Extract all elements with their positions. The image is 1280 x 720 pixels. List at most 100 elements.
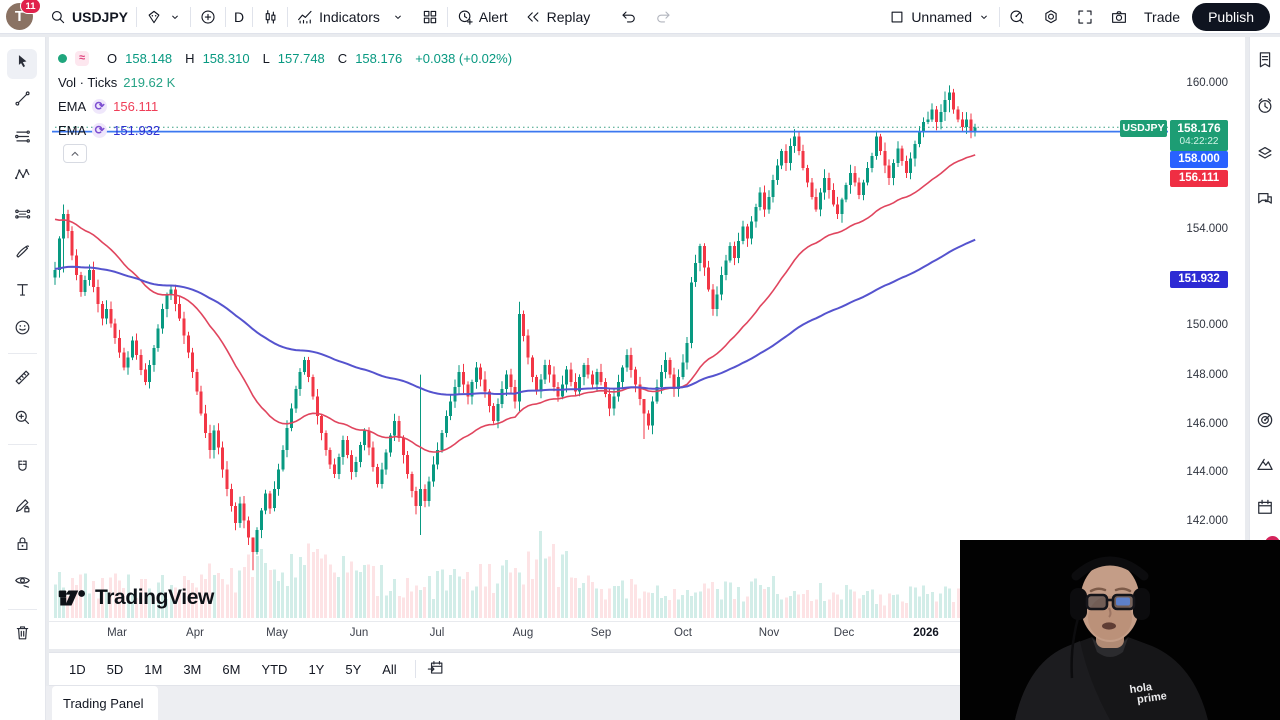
emoji-tool[interactable]	[7, 315, 37, 345]
redo-icon	[654, 8, 672, 26]
last-price: 158.176	[1177, 121, 1221, 135]
calendar-button[interactable]	[1253, 497, 1277, 521]
range-1d-button[interactable]: 1D	[69, 661, 86, 677]
draw-lock-tool[interactable]	[7, 493, 37, 523]
time-axis-label: Dec	[833, 627, 855, 639]
undo-button[interactable]	[612, 0, 646, 33]
hide-all-icon	[13, 571, 32, 595]
webcam-overlay: hola prime	[960, 540, 1280, 720]
chart-style-button[interactable]	[253, 0, 287, 33]
range-6m-button[interactable]: 6M	[222, 661, 241, 677]
magnet-tool[interactable]	[7, 455, 37, 485]
divider	[287, 6, 289, 27]
trend-line-tool[interactable]	[7, 86, 37, 116]
cursor-tool[interactable]	[7, 49, 37, 79]
remove-all-icon	[13, 623, 32, 647]
chevron-down-icon	[977, 10, 991, 24]
ema-value: 156.111	[113, 98, 159, 114]
divider	[999, 6, 1001, 27]
legend-collapse-button[interactable]	[63, 144, 87, 163]
candles-icon	[261, 8, 279, 26]
trading-panel-tab[interactable]: Trading Panel	[52, 686, 158, 720]
quick-search-button[interactable]	[1000, 0, 1034, 33]
interval-button[interactable]: D	[226, 0, 252, 33]
object-tree-icon	[1255, 143, 1275, 168]
range-ytd-button[interactable]: YTD	[261, 661, 288, 677]
price-axis-label: 150.000	[1186, 319, 1228, 331]
trading-panel-label: Trading Panel	[63, 695, 144, 711]
replay-button[interactable]: Replay	[516, 0, 599, 33]
time-axis-label: Jul	[429, 627, 445, 639]
hide-all-tool[interactable]	[7, 568, 37, 598]
layout-save-button[interactable]: Unnamed	[880, 0, 999, 33]
legend-ema-row-2[interactable]: EMA ⟳ 151.932	[58, 118, 519, 142]
symbol-search[interactable]: USDJPY	[41, 0, 136, 33]
high-label: H	[185, 50, 195, 66]
brush-tool[interactable]	[7, 239, 37, 269]
layout-name: Unnamed	[911, 8, 973, 25]
xabcd-pattern-tool[interactable]	[7, 162, 37, 192]
zoom-in-tool[interactable]	[7, 405, 37, 435]
avatar-initial: T	[14, 8, 25, 25]
watermark-text: TradingView	[95, 586, 214, 609]
symbol-search-input[interactable]: USDJPY	[72, 8, 129, 25]
redo-button[interactable]	[646, 0, 680, 33]
compare-button[interactable]	[191, 0, 225, 33]
legend-ema-row-1[interactable]: EMA ⟳ 156.111	[58, 94, 519, 118]
lock-all-tool[interactable]	[7, 531, 37, 561]
fullscreen-button[interactable]	[1068, 0, 1102, 33]
presenter-video: hola prime	[960, 540, 1280, 720]
xabcd-pattern-icon	[13, 165, 32, 189]
broker-selector[interactable]	[137, 0, 190, 33]
range-5y-button[interactable]: 5Y	[345, 661, 362, 677]
indicators-button[interactable]: Indicators	[288, 0, 413, 33]
brush-icon	[13, 242, 32, 266]
text-tool[interactable]	[7, 277, 37, 307]
screenshot-button[interactable]	[1102, 0, 1136, 33]
toolbar-divider	[8, 444, 37, 445]
range-all-button[interactable]: All	[382, 661, 397, 677]
range-1y-button[interactable]: 1Y	[308, 661, 325, 677]
tradingview-logo-icon	[58, 590, 85, 606]
chart-legend: ≈ O 158.148 H 158.310 L 157.748 C 158.176 +0…	[58, 46, 519, 142]
legend-symbol-row[interactable]: ≈ O 158.148 H 158.310 L 157.748 C 158.176 +0…	[58, 46, 519, 70]
user-avatar[interactable]: T 11	[6, 0, 41, 30]
object-tree-button[interactable]	[1253, 143, 1277, 167]
tradingview-watermark[interactable]: TradingView	[58, 585, 214, 611]
low-label: L	[262, 50, 270, 66]
fib-lines-tool[interactable]	[7, 124, 37, 154]
alerts-button[interactable]	[1253, 96, 1277, 120]
settings-button[interactable]	[1034, 0, 1068, 33]
watchlist-icon	[1255, 50, 1275, 75]
hotlist-target-button[interactable]	[1253, 410, 1277, 434]
remove-all-tool[interactable]	[7, 620, 37, 650]
range-1m-button[interactable]: 1M	[144, 661, 163, 677]
layout-grid-button[interactable]	[413, 0, 447, 33]
projection-tool[interactable]	[7, 202, 37, 232]
ruler-icon	[13, 368, 32, 392]
layout-square-icon	[888, 8, 906, 26]
chat-button[interactable]	[1253, 189, 1277, 213]
ema-label: EMA	[58, 122, 87, 138]
ruler-tool[interactable]	[7, 365, 37, 395]
goto-date-button[interactable]	[426, 658, 445, 680]
time-axis-label: May	[266, 627, 288, 639]
layout-grid-icon	[421, 8, 439, 26]
ideas-button[interactable]	[1253, 454, 1277, 478]
legend-volume-row[interactable]: Vol · Ticks 219.62 K	[58, 70, 519, 94]
alert-clock-icon	[456, 8, 474, 26]
cursor-icon	[13, 52, 32, 76]
ema-label: EMA	[58, 98, 87, 114]
low-value: 157.748	[277, 50, 325, 66]
trade-button[interactable]: Trade	[1136, 0, 1188, 33]
watchlist-button[interactable]	[1253, 50, 1277, 74]
zoom-in-icon	[13, 408, 32, 432]
publish-button[interactable]: Publish	[1192, 2, 1270, 31]
range-5d-button[interactable]: 5D	[106, 661, 124, 677]
range-3m-button[interactable]: 3M	[183, 661, 202, 677]
alert-button[interactable]: Alert	[448, 0, 516, 33]
candlestick-chart[interactable]	[49, 37, 1245, 649]
price-badge: 151.932	[1170, 271, 1228, 288]
shirt-logo-line1: hola	[1129, 681, 1154, 696]
